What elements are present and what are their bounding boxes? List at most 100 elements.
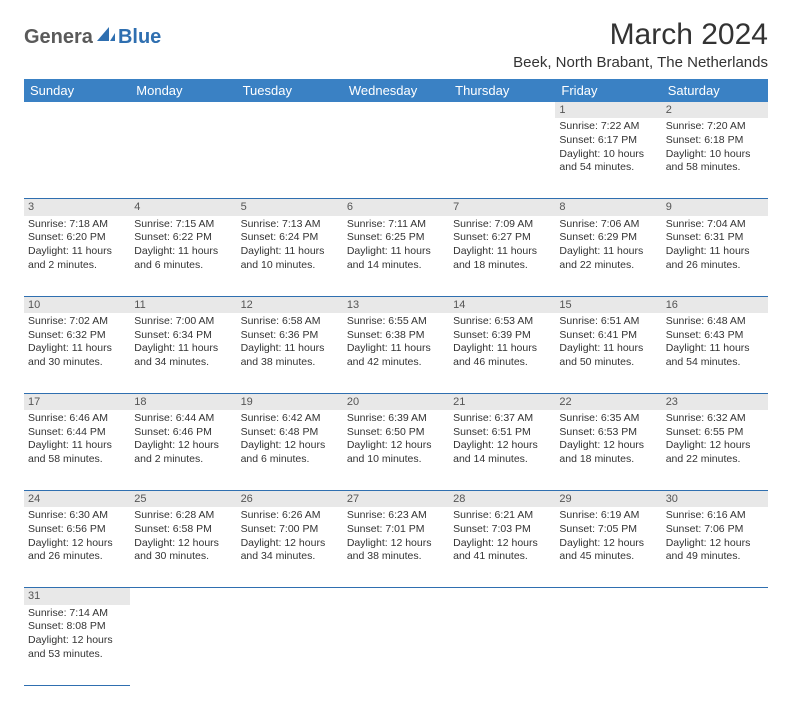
- day-cell: Sunrise: 6:30 AMSunset: 6:56 PMDaylight:…: [24, 507, 130, 588]
- day-cell-line: Sunset: 6:32 PM: [28, 329, 126, 343]
- day-cell: Sunrise: 7:13 AMSunset: 6:24 PMDaylight:…: [237, 216, 343, 297]
- day-cell-line: Sunset: 6:55 PM: [666, 426, 764, 440]
- day-cell: [555, 605, 661, 686]
- day-number: [449, 588, 555, 605]
- day-cell-line: and 6 minutes.: [241, 453, 339, 467]
- day-cell: [24, 118, 130, 199]
- day-cell: [449, 118, 555, 199]
- weekday-header: Monday: [130, 79, 236, 102]
- day-cell-line: Sunset: 6:51 PM: [453, 426, 551, 440]
- day-cell-line: Sunrise: 7:13 AM: [241, 218, 339, 232]
- day-cell-line: Daylight: 12 hours: [241, 439, 339, 453]
- day-cell-line: Daylight: 12 hours: [28, 634, 126, 648]
- day-cell-line: Sunrise: 7:11 AM: [347, 218, 445, 232]
- day-cell-line: Sunrise: 6:39 AM: [347, 412, 445, 426]
- day-cell-line: and 22 minutes.: [559, 259, 657, 273]
- day-cell: Sunrise: 7:20 AMSunset: 6:18 PMDaylight:…: [662, 118, 768, 199]
- day-number: 17: [24, 393, 130, 410]
- day-number: 1: [555, 102, 661, 118]
- day-cell-line: Sunrise: 6:35 AM: [559, 412, 657, 426]
- day-cell-line: Sunset: 6:43 PM: [666, 329, 764, 343]
- day-number: [449, 102, 555, 118]
- day-number: 6: [343, 199, 449, 216]
- day-cell-line: Sunrise: 7:06 AM: [559, 218, 657, 232]
- logo-text-part1: Genera: [24, 26, 93, 49]
- day-number: 8: [555, 199, 661, 216]
- weekday-header: Tuesday: [237, 79, 343, 102]
- day-cell-line: and 38 minutes.: [347, 550, 445, 564]
- day-cell-line: and 49 minutes.: [666, 550, 764, 564]
- day-cell-line: Daylight: 10 hours: [666, 148, 764, 162]
- daynum-row: 10111213141516: [24, 296, 768, 313]
- day-cell: [343, 605, 449, 686]
- day-cell: Sunrise: 7:15 AMSunset: 6:22 PMDaylight:…: [130, 216, 236, 297]
- day-cell-line: Sunrise: 6:30 AM: [28, 509, 126, 523]
- logo-sail-icon: [97, 27, 115, 48]
- day-cell-line: Sunset: 6:58 PM: [134, 523, 232, 537]
- day-cell: [343, 118, 449, 199]
- day-cell-line: Sunset: 6:29 PM: [559, 231, 657, 245]
- day-cell-line: and 10 minutes.: [241, 259, 339, 273]
- day-number: [237, 102, 343, 118]
- day-cell-line: Sunset: 6:18 PM: [666, 134, 764, 148]
- day-cell-line: and 41 minutes.: [453, 550, 551, 564]
- weekday-header: Wednesday: [343, 79, 449, 102]
- day-number: [130, 102, 236, 118]
- day-cell: [449, 605, 555, 686]
- day-number: [343, 102, 449, 118]
- day-cell: Sunrise: 7:14 AMSunset: 8:08 PMDaylight:…: [24, 605, 130, 686]
- day-cell-line: Sunrise: 6:53 AM: [453, 315, 551, 329]
- day-cell-line: Sunset: 6:31 PM: [666, 231, 764, 245]
- day-cell: Sunrise: 6:46 AMSunset: 6:44 PMDaylight:…: [24, 410, 130, 491]
- day-cell-line: and 50 minutes.: [559, 356, 657, 370]
- day-cell: Sunrise: 6:16 AMSunset: 7:06 PMDaylight:…: [662, 507, 768, 588]
- day-cell-line: Sunset: 6:25 PM: [347, 231, 445, 245]
- day-cell: [662, 605, 768, 686]
- day-number: [343, 588, 449, 605]
- day-number: [662, 588, 768, 605]
- day-number: 23: [662, 393, 768, 410]
- day-content-row: Sunrise: 7:18 AMSunset: 6:20 PMDaylight:…: [24, 216, 768, 297]
- day-number: 19: [237, 393, 343, 410]
- day-number: 21: [449, 393, 555, 410]
- day-cell: Sunrise: 6:32 AMSunset: 6:55 PMDaylight:…: [662, 410, 768, 491]
- day-cell-line: Sunrise: 7:04 AM: [666, 218, 764, 232]
- logo: Genera Blue: [24, 18, 161, 49]
- weekday-header: Friday: [555, 79, 661, 102]
- day-cell-line: Daylight: 11 hours: [453, 245, 551, 259]
- day-cell-line: and 54 minutes.: [666, 356, 764, 370]
- day-number: 24: [24, 491, 130, 508]
- day-cell-line: Sunset: 6:39 PM: [453, 329, 551, 343]
- day-cell-line: Sunrise: 6:51 AM: [559, 315, 657, 329]
- day-cell: Sunrise: 6:53 AMSunset: 6:39 PMDaylight:…: [449, 313, 555, 394]
- day-number: 10: [24, 296, 130, 313]
- day-cell-line: Daylight: 12 hours: [241, 537, 339, 551]
- day-cell-line: and 2 minutes.: [28, 259, 126, 273]
- day-number: 9: [662, 199, 768, 216]
- day-cell: [130, 605, 236, 686]
- day-cell-line: and 22 minutes.: [666, 453, 764, 467]
- title-block: March 2024 Beek, North Brabant, The Neth…: [513, 18, 768, 71]
- day-number: [555, 588, 661, 605]
- day-cell-line: Daylight: 11 hours: [241, 342, 339, 356]
- day-cell-line: Sunset: 6:24 PM: [241, 231, 339, 245]
- day-cell-line: and 14 minutes.: [347, 259, 445, 273]
- day-cell-line: and 10 minutes.: [347, 453, 445, 467]
- daynum-row: 17181920212223: [24, 393, 768, 410]
- day-cell-line: and 26 minutes.: [28, 550, 126, 564]
- day-cell-line: Sunset: 6:38 PM: [347, 329, 445, 343]
- calendar-table: SundayMondayTuesdayWednesdayThursdayFrid…: [24, 79, 768, 686]
- day-cell-line: Sunset: 6:48 PM: [241, 426, 339, 440]
- day-cell-line: Sunrise: 6:37 AM: [453, 412, 551, 426]
- day-cell-line: Sunrise: 7:00 AM: [134, 315, 232, 329]
- day-cell-line: Sunrise: 6:42 AM: [241, 412, 339, 426]
- day-cell-line: Daylight: 12 hours: [347, 537, 445, 551]
- day-cell: Sunrise: 7:04 AMSunset: 6:31 PMDaylight:…: [662, 216, 768, 297]
- day-cell-line: Sunset: 6:56 PM: [28, 523, 126, 537]
- day-cell-line: and 58 minutes.: [28, 453, 126, 467]
- day-cell-line: Daylight: 11 hours: [134, 245, 232, 259]
- day-cell-line: Daylight: 10 hours: [559, 148, 657, 162]
- day-cell-line: Sunrise: 6:32 AM: [666, 412, 764, 426]
- day-cell-line: Daylight: 11 hours: [559, 342, 657, 356]
- day-cell-line: Sunset: 7:03 PM: [453, 523, 551, 537]
